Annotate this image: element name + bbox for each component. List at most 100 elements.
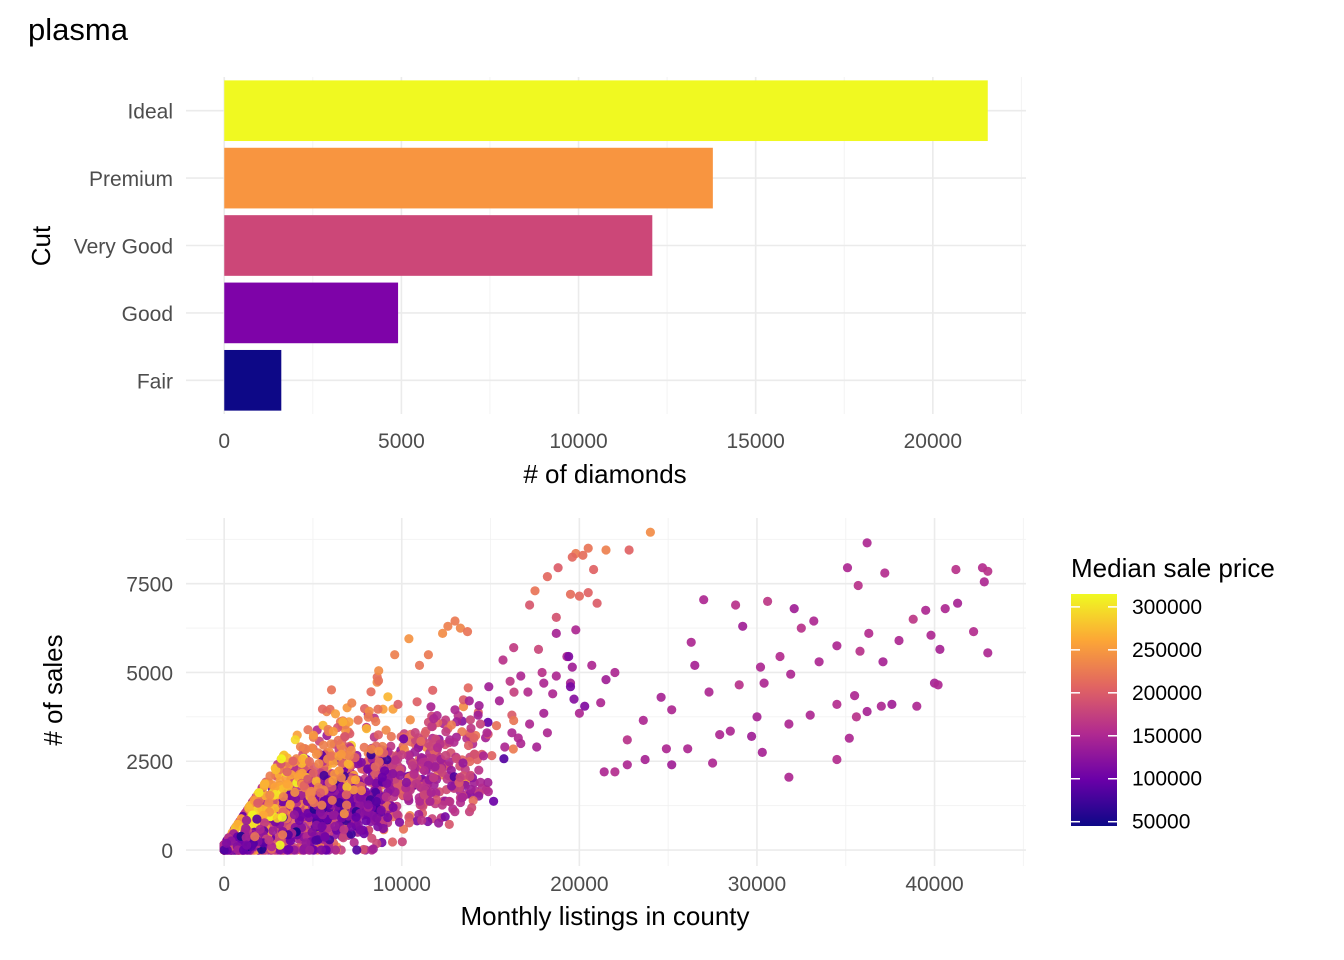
scatter-point: [403, 791, 413, 801]
scatter-point: [372, 813, 382, 823]
scatter-point: [583, 543, 593, 553]
scatter-point: [306, 786, 316, 797]
scatter-point: [416, 736, 426, 747]
scatter-point: [387, 837, 398, 847]
scatter-point: [366, 744, 376, 754]
scatter-point: [894, 635, 904, 646]
scatter-point: [832, 641, 842, 651]
scatter-point: [371, 796, 381, 807]
scatter-point: [466, 784, 476, 794]
scatter-point: [498, 655, 508, 665]
scatter-point: [505, 676, 515, 686]
scatter-point: [465, 771, 475, 782]
scatter-point: [596, 698, 606, 708]
legend-title: Median sale price: [1071, 553, 1275, 583]
scatter-point: [622, 735, 632, 745]
scatter-point: [374, 746, 384, 756]
scatter-point: [326, 685, 337, 695]
scatter-point: [253, 798, 263, 808]
scatter-point: [509, 687, 519, 697]
scatter-point: [775, 651, 785, 662]
scatter-point: [320, 832, 330, 842]
scatter-point: [343, 759, 353, 769]
scatter-point: [565, 682, 576, 692]
scatter-point: [336, 749, 346, 759]
scatter-point: [622, 760, 632, 770]
scatter-point: [458, 702, 469, 712]
scatter-point: [397, 837, 407, 847]
scatter-point: [317, 821, 327, 831]
scatter-x-tick-label: 0: [218, 873, 230, 896]
scatter-point: [441, 727, 451, 737]
scatter-point: [474, 701, 484, 711]
scatter-point: [353, 715, 363, 725]
scatter-point: [474, 765, 484, 775]
scatter-point: [425, 796, 435, 807]
scatter-point: [334, 798, 345, 808]
bar-category-label: Very Good: [74, 236, 173, 259]
scatter-point: [532, 742, 542, 752]
scatter-point: [571, 625, 581, 635]
scatter-point: [268, 826, 278, 836]
scatter-point: [356, 757, 366, 768]
scatter-point: [468, 796, 478, 806]
scatter-point: [440, 812, 450, 822]
scatter-point: [393, 699, 403, 710]
scatter-point: [388, 802, 398, 813]
scatter-point: [464, 696, 474, 706]
scatter-point: [410, 728, 420, 738]
scatter-point: [983, 566, 993, 576]
scatter-point: [350, 775, 361, 785]
scatter-point: [242, 840, 252, 850]
scatter-point: [388, 769, 398, 779]
scatter-point: [516, 738, 526, 749]
bar-category-label: Premium: [89, 168, 173, 191]
scatter-point: [303, 774, 313, 784]
scatter-point: [311, 749, 322, 760]
scatter-point: [844, 733, 854, 743]
scatter-point: [397, 750, 407, 760]
scatter-x-tick-label: 40000: [905, 873, 963, 896]
bar-chart-panel: Fair Good Very Good Premium Ideal 0 5000 10000…: [26, 77, 1026, 489]
scatter-point: [330, 821, 340, 831]
scatter-point: [442, 774, 452, 784]
scatter-point: [738, 621, 748, 631]
bar-x-tick-label: 20000: [904, 430, 962, 453]
scatter-point: [463, 683, 473, 693]
scatter-point: [441, 750, 451, 761]
scatter-point: [336, 773, 346, 783]
scatter-point: [222, 838, 232, 848]
scatter-point: [270, 782, 280, 793]
scatter-point: [465, 715, 475, 725]
legend-tick-label: 100000: [1132, 768, 1202, 791]
scatter-point: [254, 788, 264, 798]
scatter-point: [392, 809, 402, 819]
scatter-point: [704, 687, 714, 697]
scatter-point: [241, 833, 251, 843]
scatter-point: [328, 775, 338, 786]
scatter-plot-x-axis-title: Monthly listings in county: [460, 901, 749, 931]
scatter-point: [409, 769, 419, 779]
scatter-point: [747, 731, 757, 742]
legend-tick-label: 200000: [1132, 682, 1202, 705]
scatter-point: [645, 527, 656, 537]
scatter-point: [342, 800, 352, 810]
scatter-point: [553, 563, 563, 573]
bar-x-tick-label: 5000: [378, 430, 425, 453]
figure-title: plasma: [28, 12, 129, 47]
scatter-point: [610, 767, 620, 777]
scatter-point: [338, 833, 348, 843]
scatter-point: [489, 796, 499, 806]
scatter-point: [574, 591, 585, 601]
scatter-point: [855, 646, 865, 656]
scatter-point: [469, 733, 479, 743]
scatter-point: [469, 749, 480, 759]
scatter-point: [851, 712, 862, 722]
scatter-point: [315, 788, 326, 798]
scatter-point: [862, 706, 872, 717]
scatter-point: [349, 837, 359, 848]
scatter-point: [951, 564, 961, 575]
scatter-point: [599, 767, 609, 777]
scatter-point: [395, 770, 405, 780]
scatter-point: [484, 682, 494, 692]
